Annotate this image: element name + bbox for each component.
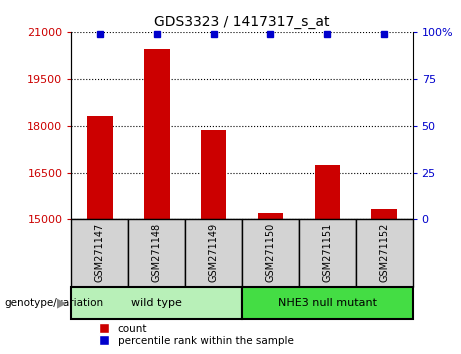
Bar: [242, 219, 299, 287]
Bar: [242, 287, 413, 319]
Text: genotype/variation: genotype/variation: [5, 298, 104, 308]
Bar: [71, 287, 242, 319]
Text: GSM271149: GSM271149: [208, 223, 219, 282]
Bar: [258, 213, 283, 219]
Text: GSM271150: GSM271150: [266, 223, 276, 282]
Bar: [144, 49, 170, 219]
Bar: [314, 165, 340, 219]
Bar: [201, 130, 226, 219]
Bar: [299, 219, 356, 287]
Bar: [87, 116, 112, 219]
Bar: [128, 219, 185, 287]
Text: GSM271147: GSM271147: [95, 223, 105, 282]
Bar: [356, 219, 413, 287]
Text: GSM271152: GSM271152: [379, 223, 389, 282]
Text: GSM271151: GSM271151: [322, 223, 332, 282]
Bar: [71, 219, 128, 287]
Title: GDS3323 / 1417317_s_at: GDS3323 / 1417317_s_at: [154, 16, 330, 29]
Bar: [185, 219, 242, 287]
Text: wild type: wild type: [131, 298, 182, 308]
Text: NHE3 null mutant: NHE3 null mutant: [278, 298, 377, 308]
Bar: [372, 209, 397, 219]
Text: GSM271148: GSM271148: [152, 223, 162, 282]
Legend: count, percentile rank within the sample: count, percentile rank within the sample: [94, 324, 294, 346]
Text: ▶: ▶: [57, 296, 67, 309]
